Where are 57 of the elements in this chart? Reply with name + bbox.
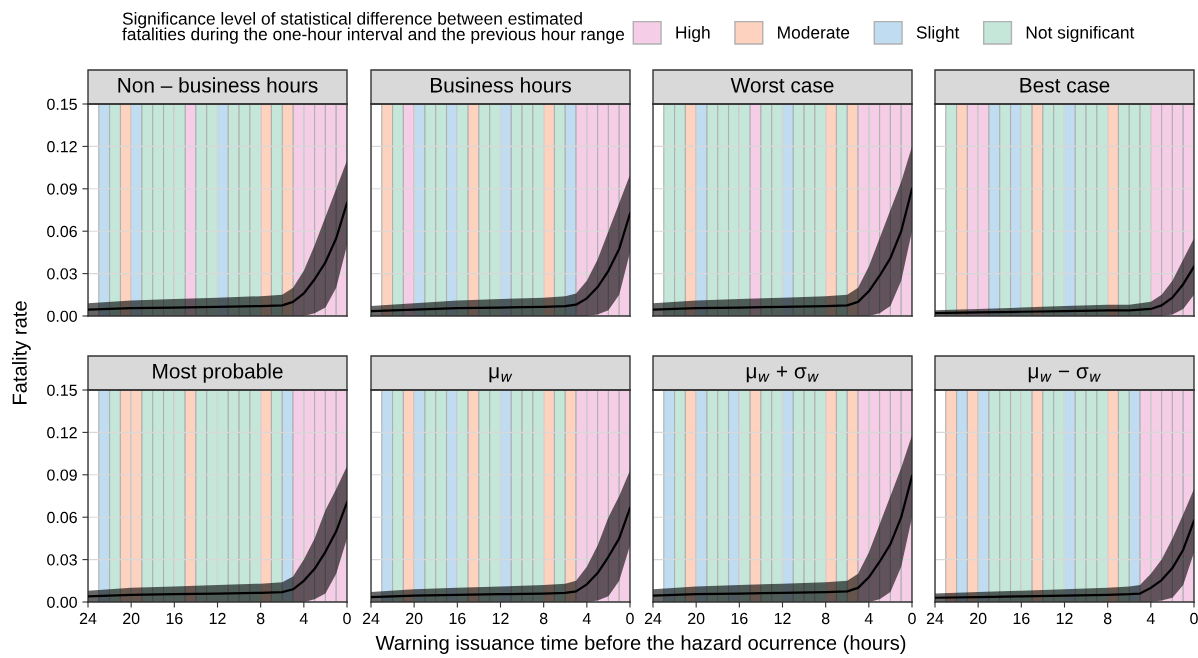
y-tick-label: 0.06 [47,511,77,524]
x-tick-label: 8 [256,612,265,625]
x-tick-label: 20 [406,612,423,625]
x-tick-label: 16 [166,612,183,625]
line-series [88,201,347,311]
x-tick-label: 8 [1103,612,1112,625]
x-tick-label: 4 [1146,613,1155,624]
line-series [88,501,347,598]
x-tick-label: 0 [626,612,634,625]
x-tick-label: 8 [539,612,548,625]
legend-label: Moderate [778,25,850,39]
x-tick-label: 20 [688,612,705,625]
chart-title: Business hours [430,77,571,93]
legend-label: High [676,25,710,43]
chart-title: Most probable [153,363,283,383]
x-tick-label: 8 [821,612,830,625]
legend-title: Significance level of statistical difference between estimated fatalities during the one-hour interval and the previous hour range [122,12,625,44]
x-tick-label: 12 [774,612,791,624]
y-tick-label: 0.12 [47,427,77,439]
y-axis-title: Fatality rate [12,301,31,404]
y-tick-label: 0.00 [47,310,77,322]
y-tick-label: 0.00 [47,596,77,608]
y-tick-label: 0.12 [47,141,77,153]
x-tick-label: 16 [731,612,748,625]
x-tick-label: 24 [644,612,662,624]
x-tick-label: 24 [79,612,97,624]
x-tick-label: 12 [492,612,509,624]
y-tick-label: 0.15 [47,98,77,110]
y-tick-label: 0.09 [47,183,77,195]
x-tick-label: 0 [908,612,916,625]
chart-title: Non – business hours [118,77,318,93]
chart-title: Best case [1020,78,1110,93]
legend-label: Slight [916,25,960,43]
y-tick-label: 0.06 [47,225,77,238]
chart-title: μ$_{w}$ − σ$_{w}$ [1028,367,1101,383]
y-tick-label: 0.03 [47,268,77,280]
x-tick-label: 0 [1190,612,1198,625]
x-tick-label: 4 [864,613,873,624]
x-tick-label: 16 [449,612,466,625]
x-tick-label: 12 [209,612,226,624]
x-tick-label: 4 [299,613,308,624]
x-axis-title: Warning issuance time before the hazard ocurrence (hours) [375,635,906,654]
x-tick-label: 0 [343,612,351,625]
chart-title: μ$_{w}$ [489,367,513,383]
x-tick-label: 24 [926,612,944,624]
y-tick-label: 0.03 [47,554,77,566]
x-tick-label: 16 [1013,612,1030,625]
x-tick-label: 20 [970,612,987,625]
legend-label: Not significant [1026,25,1135,43]
x-tick-label: 20 [123,612,140,625]
x-tick-label: 4 [582,613,591,624]
chart-title: Worst case [730,78,834,93]
x-tick-label: 24 [362,612,380,624]
chart-title: μ$_{w}$ + σ$_{w}$ [746,366,819,383]
y-tick-label: 0.09 [47,469,77,481]
y-tick-label: 0.15 [47,384,77,396]
x-tick-label: 12 [1056,612,1073,624]
